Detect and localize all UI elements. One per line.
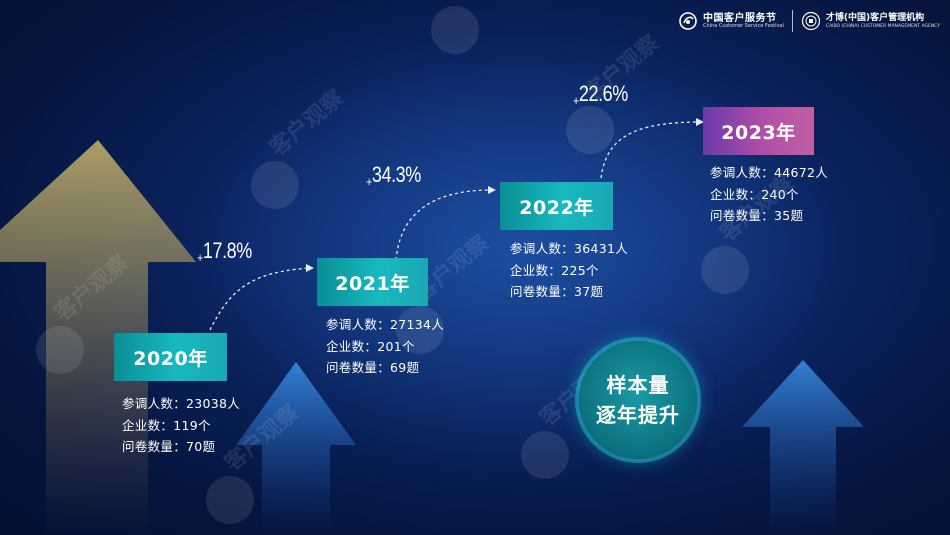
stats-2021: 参调人数：27134人 企业数：201个 问卷数量：69题: [326, 314, 444, 379]
stats-2020: 参调人数：23038人 企业数：119个 问卷数量：70题: [122, 393, 240, 458]
companies-2021: 企业数：201个: [326, 338, 415, 354]
growth-label-2023: +22.6%: [573, 81, 628, 108]
agency-name: 才博(中国)客户管理机构: [825, 13, 925, 24]
blue-arrow-graphic: [236, 362, 356, 535]
year-box-2023: 2023年: [703, 107, 814, 155]
companies-2022: 企业数：225个: [510, 262, 599, 278]
companies-2020: 企业数：119个: [122, 417, 211, 433]
festival-logo: 中国客户服务节 China Customer Service Festival: [678, 11, 784, 31]
participants-2020: 参调人数：23038人: [122, 396, 241, 411]
growth-label-2021: +17.8%: [197, 238, 252, 265]
questions-2021: 问卷数量：69题: [326, 360, 420, 375]
sample-growth-badge: 样本量 逐年提升: [579, 341, 697, 459]
growth-label-2022: +34.3%: [366, 162, 421, 189]
agency-subtitle: CAIBO (CHINA) CUSTOMER MANAGEMENT AGENCY: [825, 23, 940, 29]
questions-2023: 问卷数量：35题: [710, 208, 804, 223]
stats-2023: 参调人数：44672人 企业数：240个 问卷数量：35题: [710, 162, 828, 227]
festival-subtitle: China Customer Service Festival: [703, 22, 784, 29]
badge-line2: 逐年提升: [596, 403, 680, 427]
participants-2023: 参调人数：44672人: [710, 165, 829, 180]
participants-2022: 参调人数：36431人: [510, 241, 629, 256]
year-box-2022: 2022年: [500, 182, 613, 230]
participants-2021: 参调人数：27134人: [326, 317, 445, 332]
svg-text:客户观察: 客户观察: [445, 0, 530, 6]
agency-seal-icon: [801, 11, 821, 31]
year-box-2020: 2020年: [114, 333, 227, 381]
questions-2022: 问卷数量：37题: [510, 284, 604, 299]
year-box-2021: 2021年: [317, 258, 428, 306]
header-divider: [791, 10, 793, 32]
blue-arrow-graphic-right: [742, 360, 864, 535]
festival-name: 中国客户服务节: [703, 12, 777, 24]
agency-logo: 才博(中国)客户管理机构 CAIBO (CHINA) CUSTOMER MANA…: [801, 11, 940, 31]
questions-2020: 问卷数量：70题: [122, 439, 216, 454]
gold-arrow-graphic: [0, 140, 196, 535]
badge-line1: 样本量: [606, 373, 670, 397]
festival-logo-icon: [679, 12, 697, 30]
header-logos: 中国客户服务节 China Customer Service Festival …: [678, 8, 940, 34]
stats-2022: 参调人数：36431人 企业数：225个 问卷数量：37题: [510, 238, 628, 303]
companies-2023: 企业数：240个: [710, 186, 799, 202]
